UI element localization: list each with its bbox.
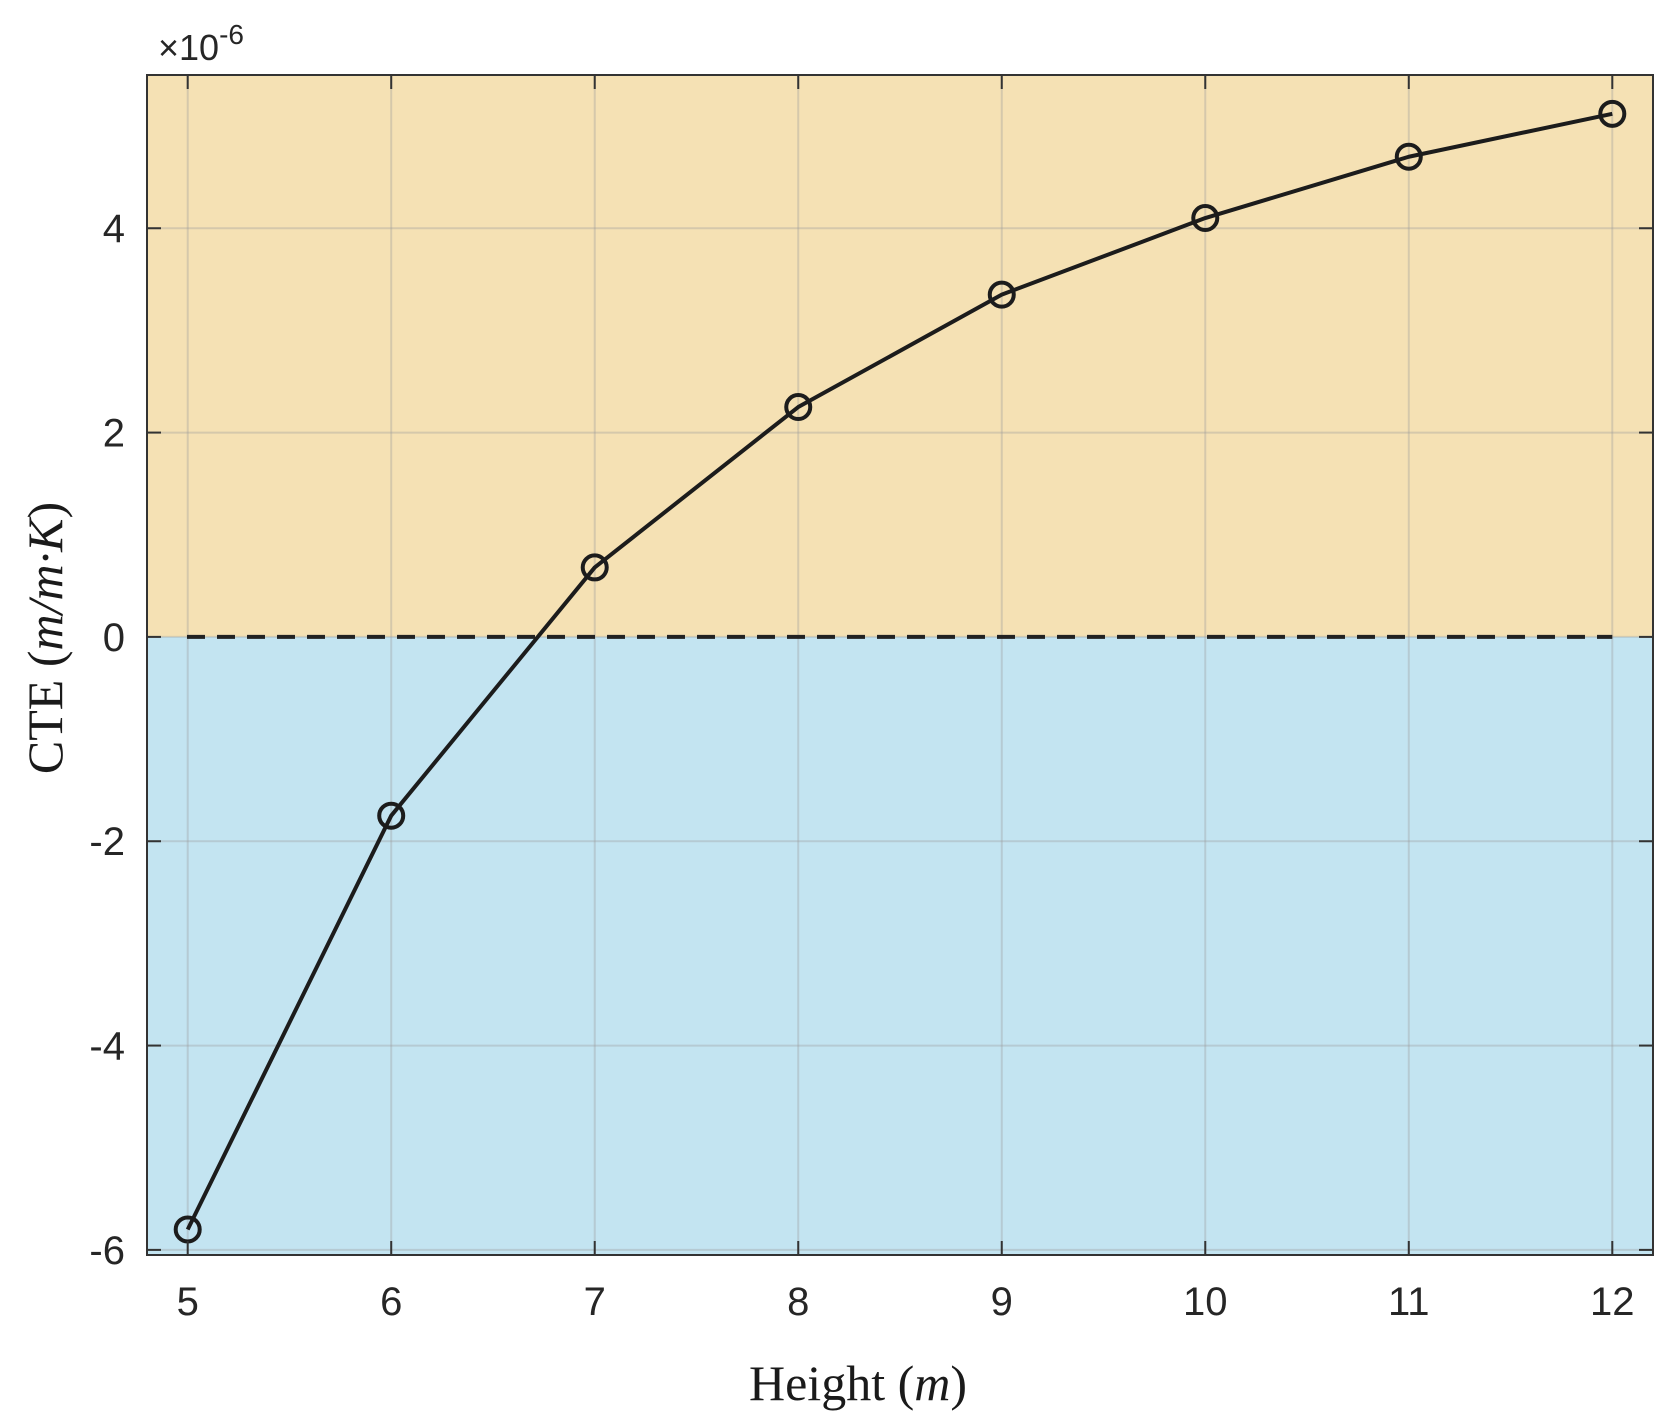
x-tick-label: 7 bbox=[584, 1280, 606, 1324]
data-point-marker bbox=[1191, 204, 1220, 233]
x-tick-label: 6 bbox=[380, 1280, 402, 1324]
positive-region-background bbox=[147, 75, 1653, 637]
y-axis-title-prefix: CTE ( bbox=[17, 651, 73, 775]
x-tick-label: 10 bbox=[1183, 1280, 1228, 1324]
x-axis-title: Height (m) bbox=[749, 1355, 967, 1411]
y-tick-label: 4 bbox=[103, 207, 125, 251]
y-axis-title-unit: m/m·K bbox=[17, 516, 73, 651]
axes-box bbox=[146, 74, 1654, 1256]
y-axis-title-suffix: ) bbox=[17, 502, 73, 519]
y-tick-label: 0 bbox=[103, 616, 125, 660]
x-tick-label: 12 bbox=[1590, 1280, 1635, 1324]
y-axis-title: CTE (m/m·K) bbox=[17, 502, 73, 774]
axis-ticks bbox=[147, 75, 1653, 1255]
y-tick-label: -4 bbox=[89, 1025, 125, 1069]
y-tick-labels: -6 -4 -2 0 2 4 bbox=[89, 207, 125, 1273]
y-multiplier-base: ×10 bbox=[158, 27, 219, 68]
y-tick-label: -6 bbox=[89, 1229, 125, 1273]
y-multiplier-label: ×10-6 bbox=[158, 19, 244, 68]
x-tick-label: 9 bbox=[991, 1280, 1013, 1324]
data-point-marker bbox=[1598, 99, 1627, 128]
data-point-marker bbox=[377, 801, 406, 830]
y-multiplier-exponent: -6 bbox=[219, 19, 244, 50]
x-tick-label: 5 bbox=[177, 1280, 199, 1324]
data-point-marker bbox=[580, 553, 609, 582]
y-tick-label: -2 bbox=[89, 820, 125, 864]
x-axis-title-suffix: ) bbox=[950, 1355, 967, 1411]
x-axis-title-unit: m bbox=[914, 1355, 950, 1411]
data-point-marker bbox=[987, 280, 1016, 309]
x-tick-labels: 5 6 7 8 9 10 11 12 bbox=[177, 1280, 1635, 1324]
data-point-marker bbox=[784, 393, 813, 422]
x-tick-label: 11 bbox=[1388, 1280, 1430, 1324]
y-tick-label: 2 bbox=[103, 412, 125, 456]
data-point-marker bbox=[1394, 142, 1423, 171]
x-axis-title-prefix: Height ( bbox=[749, 1355, 914, 1411]
cte-series-line bbox=[185, 111, 1613, 1231]
x-tick-label: 8 bbox=[787, 1280, 809, 1324]
plot-area bbox=[146, 74, 1654, 1256]
negative-region-background bbox=[147, 636, 1653, 1255]
